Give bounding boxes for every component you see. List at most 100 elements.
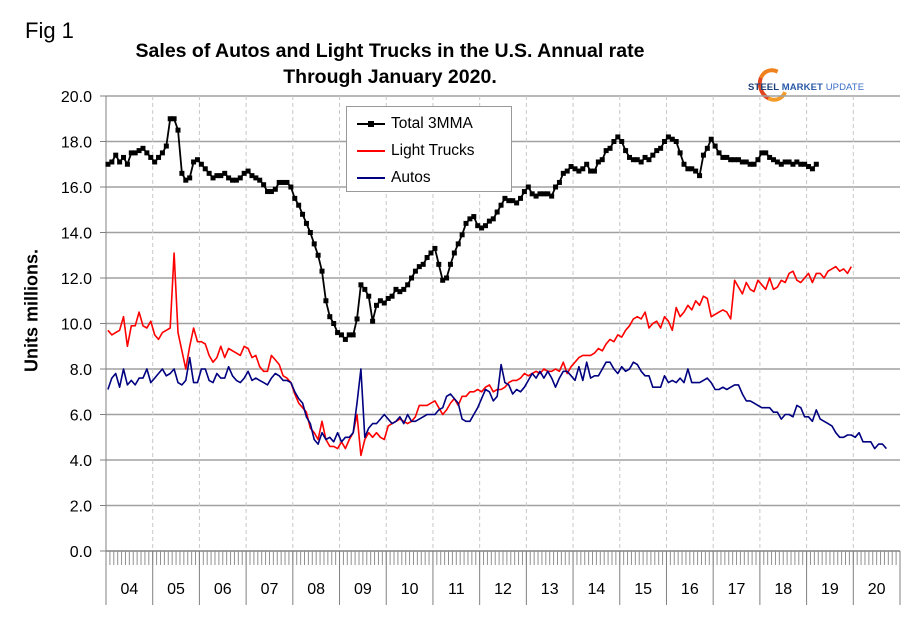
- x-tick-label: 20: [868, 581, 886, 598]
- data-point-total-3mma: [774, 159, 780, 165]
- data-point-total-3mma: [482, 223, 488, 229]
- data-point-total-3mma: [533, 193, 539, 199]
- data-point-total-3mma: [759, 150, 765, 156]
- data-point-total-3mma: [541, 191, 547, 197]
- data-point-total-3mma: [813, 161, 819, 167]
- data-point-total-3mma: [798, 161, 804, 167]
- data-point-total-3mma: [121, 154, 127, 160]
- data-point-total-3mma: [697, 173, 703, 179]
- data-point-total-3mma: [148, 154, 154, 160]
- y-tick-label: 8.0: [70, 362, 92, 379]
- data-point-total-3mma: [292, 195, 298, 201]
- data-point-total-3mma: [646, 157, 652, 163]
- series-line-autos: [107, 356, 888, 450]
- data-point-total-3mma: [128, 150, 134, 156]
- data-point-total-3mma: [494, 209, 500, 215]
- data-point-total-3mma: [358, 282, 364, 288]
- data-point-total-3mma: [156, 154, 162, 160]
- data-point-total-3mma: [685, 166, 691, 172]
- data-point-total-3mma: [786, 159, 792, 165]
- data-point-total-3mma: [553, 184, 559, 190]
- x-tick-label: 04: [120, 581, 138, 598]
- data-point-total-3mma: [619, 139, 625, 144]
- data-point-total-3mma: [109, 159, 115, 165]
- data-point-total-3mma: [755, 157, 761, 163]
- data-point-total-3mma: [280, 179, 286, 185]
- data-point-total-3mma: [424, 255, 430, 261]
- y-tick-label: 0.0: [70, 544, 92, 561]
- data-point-total-3mma: [584, 161, 590, 167]
- data-point-total-3mma: [556, 179, 562, 185]
- data-point-total-3mma: [794, 159, 800, 165]
- data-point-total-3mma: [669, 136, 675, 142]
- data-point-total-3mma: [708, 136, 714, 142]
- x-tick-label: 15: [634, 581, 652, 598]
- data-point-total-3mma: [401, 286, 407, 292]
- y-tick-label: 16.0: [61, 180, 92, 197]
- data-point-total-3mma: [233, 177, 239, 183]
- data-point-total-3mma: [724, 154, 730, 160]
- data-point-total-3mma: [506, 198, 512, 204]
- y-tick-label: 14.0: [61, 226, 92, 243]
- data-point-total-3mma: [409, 275, 415, 281]
- data-point-total-3mma: [374, 302, 380, 308]
- data-point-total-3mma: [253, 175, 259, 181]
- data-point-total-3mma: [615, 134, 621, 140]
- data-point-total-3mma: [393, 286, 399, 292]
- data-point-total-3mma: [607, 145, 613, 151]
- legend-label-total-3mma: Total 3MMA: [391, 115, 473, 132]
- data-point-total-3mma: [459, 232, 465, 238]
- data-point-total-3mma: [735, 157, 741, 163]
- data-point-total-3mma: [599, 157, 605, 163]
- data-point-total-3mma: [700, 152, 706, 158]
- x-tick-label: 07: [261, 581, 279, 598]
- data-point-total-3mma: [245, 168, 251, 174]
- y-tick-label: 2.0: [70, 499, 92, 516]
- data-point-total-3mma: [206, 170, 212, 176]
- data-point-total-3mma: [471, 214, 477, 220]
- data-point-total-3mma: [268, 189, 274, 195]
- data-point-total-3mma: [689, 166, 695, 172]
- data-point-total-3mma: [436, 261, 442, 267]
- data-point-total-3mma: [693, 168, 699, 174]
- data-point-total-3mma: [183, 177, 189, 183]
- data-point-total-3mma: [681, 161, 687, 167]
- data-point-total-3mma: [638, 159, 644, 165]
- data-point-total-3mma: [319, 268, 325, 274]
- data-point-total-3mma: [346, 332, 352, 338]
- legend-swatch-light-trucks: [357, 150, 385, 152]
- data-point-total-3mma: [249, 173, 255, 179]
- data-point-total-3mma: [163, 143, 169, 149]
- data-point-total-3mma: [377, 298, 383, 304]
- data-point-total-3mma: [626, 154, 632, 160]
- x-tick-label: 08: [307, 581, 325, 598]
- data-point-total-3mma: [467, 216, 473, 222]
- data-point-total-3mma: [257, 177, 263, 183]
- x-tick-label: 10: [401, 581, 419, 598]
- logo-text-steel: STEEL: [748, 82, 779, 93]
- legend-item-light-trucks: Light Trucks: [357, 140, 475, 162]
- data-point-total-3mma: [315, 252, 321, 258]
- chart-subtitle: Through January 2020.: [283, 66, 497, 88]
- data-point-total-3mma: [241, 170, 247, 176]
- legend-item-autos: Autos: [357, 167, 431, 189]
- data-point-total-3mma: [370, 318, 376, 324]
- data-point-total-3mma: [771, 157, 777, 163]
- data-point-total-3mma: [611, 139, 617, 144]
- grid: [106, 95, 900, 551]
- x-tick-label: 05: [167, 581, 185, 598]
- data-point-total-3mma: [335, 330, 341, 336]
- data-point-total-3mma: [187, 175, 193, 181]
- data-point-total-3mma: [175, 127, 181, 133]
- data-point-total-3mma: [576, 168, 582, 174]
- x-tick-label: 11: [448, 581, 465, 598]
- data-point-total-3mma: [191, 159, 197, 165]
- data-point-total-3mma: [665, 134, 671, 140]
- data-point-total-3mma: [549, 193, 555, 199]
- data-point-total-3mma: [194, 157, 200, 163]
- data-point-total-3mma: [677, 150, 683, 156]
- data-point-total-3mma: [529, 191, 535, 197]
- data-point-total-3mma: [327, 314, 333, 320]
- figure-label: Fig 1: [25, 18, 74, 43]
